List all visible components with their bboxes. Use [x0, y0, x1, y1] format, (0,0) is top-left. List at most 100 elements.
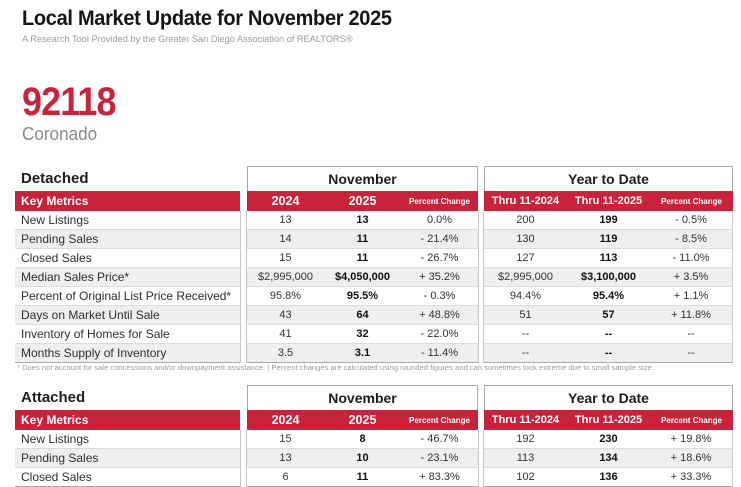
november-group-header: November — [247, 166, 478, 191]
month-2025-value: 11 — [324, 230, 401, 249]
november-group-header: November — [247, 385, 478, 410]
ytd-2025-value: 113 — [567, 249, 650, 268]
column-divider — [478, 325, 484, 344]
table-row: New Listings 15 8- 46.7% 192 230 + 19.8% — [15, 430, 733, 449]
month-2024-value: 43 — [247, 306, 324, 325]
ytd-2025-value: 199 — [567, 211, 650, 230]
col-header-pct-change: Percent Change — [401, 191, 478, 211]
month-2025-value: 13 — [324, 211, 401, 230]
column-divider — [240, 287, 247, 306]
col-header-2024: 2024 — [247, 410, 324, 430]
col-header-2024: 2024 — [247, 191, 324, 211]
ytd-pct-change: + 33.3% — [650, 468, 733, 487]
ytd-2025-value: 119 — [567, 230, 650, 249]
month-pct-change: + 35.2% — [401, 268, 478, 287]
column-divider — [240, 230, 247, 249]
ytd-2025-value: 136 — [567, 468, 650, 487]
page-subtitle: A Research Tool Provided by the Greater … — [22, 34, 353, 45]
col-header-pct-change: Percent Change — [401, 410, 478, 430]
ytd-2025-value: $3,100,000 — [567, 268, 650, 287]
month-2025-value: 8 — [324, 430, 401, 449]
table-row: Pending Sales 14 11- 21.4% 130 119- 8.5% — [15, 230, 733, 249]
month-2024-value: 95.8% — [247, 287, 324, 306]
metric-label: Closed Sales — [15, 249, 240, 268]
year-to-date-group-header: Year to Date — [484, 166, 733, 191]
column-header-row: Key Metrics 2024 2025 Percent Change Thr… — [15, 191, 733, 211]
column-divider — [478, 344, 484, 363]
month-2024-value: 3.5 — [247, 344, 324, 363]
metric-label: Pending Sales — [15, 230, 240, 249]
table-row: Closed Sales 6 11 + 83.3% 102 136 + 33.3% — [15, 468, 733, 487]
ytd-2024-value: 127 — [484, 249, 567, 268]
ytd-pct-change: + 19.8% — [650, 430, 733, 449]
ytd-2025-value: -- — [567, 325, 650, 344]
ytd-2024-value: -- — [484, 325, 567, 344]
metric-label: Inventory of Homes for Sale — [15, 325, 240, 344]
table-row: Percent of Original List Price Received*… — [15, 287, 733, 306]
metric-label: Percent of Original List Price Received* — [15, 287, 240, 306]
column-divider — [240, 306, 247, 325]
col-header-thru-2024: Thru 11-2024 — [484, 410, 567, 430]
ytd-pct-change: -- — [650, 344, 733, 363]
table-row: Inventory of Homes for Sale 41 32- 22.0% --… — [15, 325, 733, 344]
ytd-2024-value: 130 — [484, 230, 567, 249]
month-2025-value: 32 — [324, 325, 401, 344]
group-header-row: Detached November Year to Date — [15, 166, 733, 191]
detached-table-body: New Listings 13 13 0.0% 200 199- 0.5% Pending … — [15, 211, 733, 363]
group-header-row: Attached November Year to Date — [15, 385, 733, 410]
column-divider — [478, 430, 484, 449]
ytd-pct-change: - 8.5% — [650, 230, 733, 249]
month-pct-change: + 83.3% — [401, 468, 478, 487]
metric-label: Pending Sales — [15, 449, 240, 468]
column-divider — [240, 268, 247, 287]
metric-label: Days on Market Until Sale — [15, 306, 240, 325]
detached-table: Detached November Year to Date Key Metri… — [15, 166, 733, 363]
month-pct-change: - 0.3% — [401, 287, 478, 306]
month-pct-change: - 26.7% — [401, 249, 478, 268]
month-2024-value: 6 — [247, 468, 324, 487]
month-pct-change: - 46.7% — [401, 430, 478, 449]
month-pct-change: - 21.4% — [401, 230, 478, 249]
section-title-attached: Attached — [21, 389, 86, 406]
ytd-2025-value: 230 — [567, 430, 650, 449]
col-header-2025: 2025 — [324, 410, 401, 430]
column-divider — [478, 287, 484, 306]
col-header-thru-2025: Thru 11-2025 — [567, 410, 650, 430]
ytd-pct-change: + 3.5% — [650, 268, 733, 287]
ytd-pct-change: - 11.0% — [650, 249, 733, 268]
ytd-pct-change: -- — [650, 325, 733, 344]
month-2024-value: 41 — [247, 325, 324, 344]
table-row: Months Supply of Inventory 3.5 3.1- 11.4% -… — [15, 344, 733, 363]
ytd-2024-value: 94.4% — [484, 287, 567, 306]
column-divider — [240, 325, 247, 344]
neighborhood-name: Coronado — [22, 124, 98, 144]
ytd-pct-change: + 11.8% — [650, 306, 733, 325]
column-divider — [240, 344, 247, 363]
month-pct-change: - 22.0% — [401, 325, 478, 344]
month-2024-value: 15 — [247, 430, 324, 449]
table-row: Pending Sales 13 10- 23.1% 113 134 + 18.6% — [15, 449, 733, 468]
month-2025-value: 95.5% — [324, 287, 401, 306]
month-pct-change: 0.0% — [401, 211, 478, 230]
column-divider — [478, 268, 484, 287]
ytd-pct-change: + 18.6% — [650, 449, 733, 468]
column-divider — [478, 249, 484, 268]
month-2025-value: 64 — [324, 306, 401, 325]
column-divider — [240, 249, 247, 268]
month-2024-value: $2,995,000 — [247, 268, 324, 287]
column-divider — [478, 449, 484, 468]
column-divider — [240, 211, 247, 230]
ytd-2025-value: 95.4% — [567, 287, 650, 306]
zip-code: 92118 — [22, 80, 117, 124]
month-pct-change: - 11.4% — [401, 344, 478, 363]
ytd-2025-value: 134 — [567, 449, 650, 468]
month-2025-value: $4,050,000 — [324, 268, 401, 287]
ytd-2024-value: 102 — [484, 468, 567, 487]
metric-label: Closed Sales — [15, 468, 240, 487]
month-2024-value: 14 — [247, 230, 324, 249]
metric-label: New Listings — [15, 430, 240, 449]
column-divider — [240, 468, 247, 487]
ytd-2024-value: 113 — [484, 449, 567, 468]
month-2025-value: 3.1 — [324, 344, 401, 363]
table-row: Median Sales Price* $2,995,000 $4,050,000 +… — [15, 268, 733, 287]
